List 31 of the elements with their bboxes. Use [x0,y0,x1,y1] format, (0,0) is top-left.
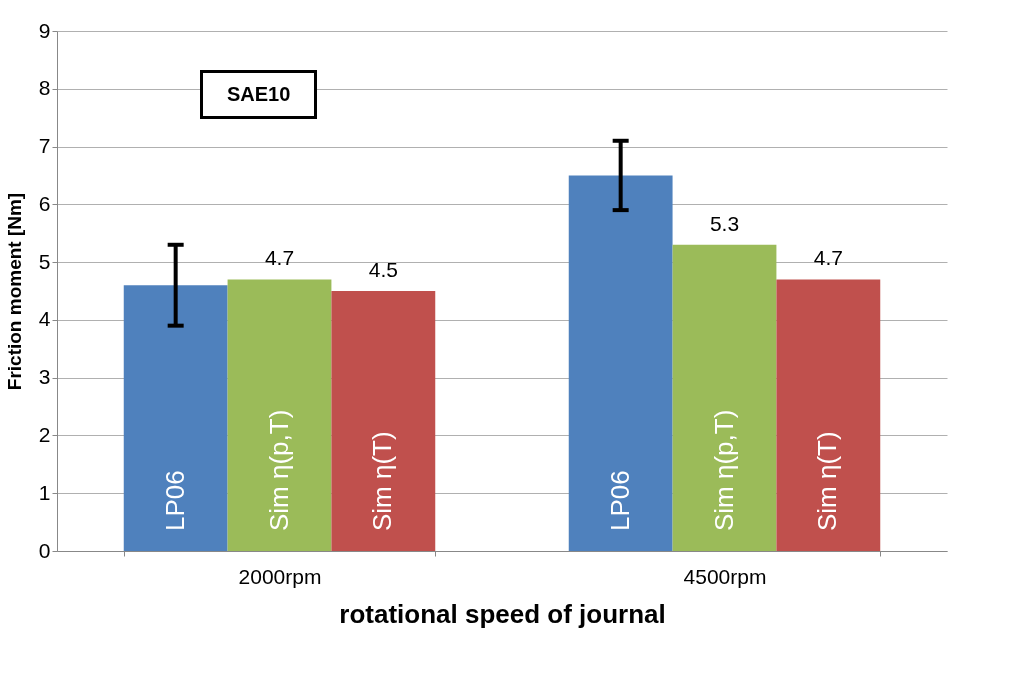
bar [227,279,332,551]
y-axis-title: Friction moment [Nm] [3,192,25,391]
series-label: LP06 [159,470,190,531]
bar [123,285,228,551]
y-tick-label: 3 [38,365,51,389]
data-label: 4.5 [368,258,398,281]
y-tick-label: 6 [38,191,51,215]
series-label: Sim η(T) [367,431,398,531]
series-label: Sim η(p,T) [263,409,294,531]
text: Sim η(p,T) [708,409,739,531]
data-label: 4.7 [264,246,295,270]
bar [776,279,881,551]
y-tick-label: 1 [38,480,51,504]
text: Sim η(T) [812,431,843,531]
x-axis-title: rotational speed of journal [339,598,666,629]
bar [331,291,436,551]
y-tick-label: 9 [38,18,51,42]
bar [568,175,673,551]
annotation: SAE10 [200,70,318,119]
y-tick-label: 5 [38,249,51,273]
y-tick-label: 8 [38,76,51,100]
bar [672,244,777,551]
y-tick-label: 7 [38,134,51,158]
y-tick-label: 4 [38,307,51,331]
x-tick-label: 4500rpm [683,564,767,588]
x-tick-label: 2000rpm [238,564,322,588]
y-tick-label: 2 [38,422,51,446]
y-tick-label: 0 [38,538,51,562]
data-label: 5.3 [709,211,740,235]
text: LP06 [604,470,635,531]
data-label: 4.7 [813,246,843,270]
